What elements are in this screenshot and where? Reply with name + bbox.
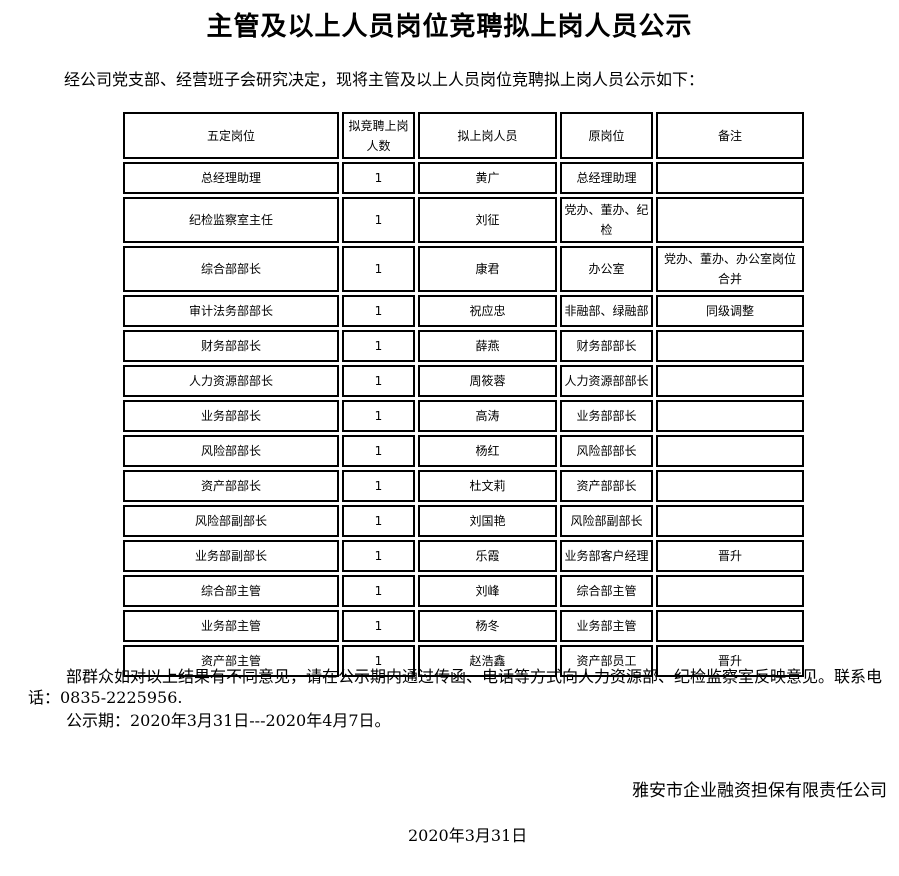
company-name: 雅安市企业融资担保有限责任公司 xyxy=(632,781,887,801)
header-cell: 原岗位 xyxy=(560,112,653,159)
table-cell: 晋升 xyxy=(656,645,804,677)
signature-date: 2020年3月31日 xyxy=(408,826,528,845)
table-cell xyxy=(656,162,804,194)
table-cell xyxy=(656,365,804,397)
table-cell xyxy=(656,505,804,537)
table-cell: 资产部员工 xyxy=(560,645,653,677)
table-row: 业务部部长 1 高涛 业务部部长 xyxy=(123,400,804,432)
table-cell: 风险部副部长 xyxy=(560,505,653,537)
page-title: 主管及以上人员岗位竞聘拟上岗人员公示 xyxy=(206,12,693,42)
table-cell: 纪检监察室主任 xyxy=(123,197,339,243)
table-row: 风险部副部长 1 刘国艳 风险部副部长 xyxy=(123,505,804,537)
table-cell: 综合部部长 xyxy=(123,246,339,292)
table-cell: 财务部部长 xyxy=(560,330,653,362)
header-cell: 备注 xyxy=(656,112,804,159)
table-cell: 同级调整 xyxy=(656,295,804,327)
table-row: 风险部部长 1 杨红 风险部部长 xyxy=(123,435,804,467)
table-cell: 乐霞 xyxy=(418,540,557,572)
table-cell: 晋升 xyxy=(656,540,804,572)
table-cell: 总经理助理 xyxy=(123,162,339,194)
table-cell xyxy=(656,435,804,467)
table-cell: 1 xyxy=(342,330,415,362)
table-cell: 1 xyxy=(342,645,415,677)
table-cell: 资产部部长 xyxy=(123,470,339,502)
table-cell: 业务部部长 xyxy=(560,400,653,432)
table-cell: 人力资源部部长 xyxy=(123,365,339,397)
table-cell: 1 xyxy=(342,610,415,642)
table-cell: 1 xyxy=(342,575,415,607)
table-cell: 1 xyxy=(342,400,415,432)
table-cell: 赵浩鑫 xyxy=(418,645,557,677)
table-cell: 1 xyxy=(342,470,415,502)
table-row: 财务部部长 1 薛燕 财务部部长 xyxy=(123,330,804,362)
notice-text: 部群众如对以上结果有不同意见，请在公示期内通过传函、电话等方式向人力资源部、纪检… xyxy=(28,667,883,707)
table-cell: 1 xyxy=(342,162,415,194)
table-row: 人力资源部部长 1 周筱蓉 人力资源部部长 xyxy=(123,365,804,397)
table-cell: 风险部部长 xyxy=(560,435,653,467)
table-cell: 综合部主管 xyxy=(560,575,653,607)
table-cell: 刘国艳 xyxy=(418,505,557,537)
table-row: 资产部部长 1 杜文莉 资产部部长 xyxy=(123,470,804,502)
table-cell: 综合部主管 xyxy=(123,575,339,607)
table-cell: 1 xyxy=(342,197,415,243)
table-row: 总经理助理 1 黄广 总经理助理 xyxy=(123,162,804,194)
table-row: 纪检监察室主任 1 刘征 党办、董办、纪检 xyxy=(123,197,804,243)
table-cell: 高涛 xyxy=(418,400,557,432)
table-cell: 刘峰 xyxy=(418,575,557,607)
header-cell: 拟竞聘上岗人数 xyxy=(342,112,415,159)
table-cell: 薛燕 xyxy=(418,330,557,362)
table-cell: 业务部主管 xyxy=(560,610,653,642)
header-cell: 拟上岗人员 xyxy=(418,112,557,159)
table-row: 业务部副部长 1 乐霞 业务部客户经理 晋升 xyxy=(123,540,804,572)
table-cell xyxy=(656,575,804,607)
table-cell xyxy=(656,197,804,243)
table-cell: 黄广 xyxy=(418,162,557,194)
header-cell: 五定岗位 xyxy=(123,112,339,159)
table-cell: 党办、董办、纪检 xyxy=(560,197,653,243)
table-row: 资产部主管 1 赵浩鑫 资产部员工 晋升 xyxy=(123,645,804,677)
table-cell: 风险部副部长 xyxy=(123,505,339,537)
period-text: 公示期：2020年3月31日---2020年4月7日。 xyxy=(66,711,391,730)
table-cell: 祝应忠 xyxy=(418,295,557,327)
appointment-table: 五定岗位 拟竞聘上岗人数 拟上岗人员 原岗位 备注 总经理助理 1 黄广 总经理助理纪… xyxy=(120,109,807,680)
table-cell: 风险部部长 xyxy=(123,435,339,467)
table-cell: 非融部、绿融部 xyxy=(560,295,653,327)
table-cell xyxy=(656,470,804,502)
table-cell: 业务部部长 xyxy=(123,400,339,432)
table-cell: 1 xyxy=(342,505,415,537)
intro-text: 经公司党支部、经营班子会研究决定，现将主管及以上人员岗位竞聘拟上岗人员公示如下： xyxy=(64,70,705,89)
table-cell: 杨冬 xyxy=(418,610,557,642)
table-cell: 党办、董办、办公室岗位合并 xyxy=(656,246,804,292)
table-cell: 杜文莉 xyxy=(418,470,557,502)
table-cell: 1 xyxy=(342,365,415,397)
table-cell: 审计法务部部长 xyxy=(123,295,339,327)
table-cell xyxy=(656,610,804,642)
table-header-row: 五定岗位 拟竞聘上岗人数 拟上岗人员 原岗位 备注 xyxy=(123,112,804,159)
table-cell: 资产部主管 xyxy=(123,645,339,677)
table-row: 综合部部长 1 康君 办公室 党办、董办、办公室岗位合并 xyxy=(123,246,804,292)
table-cell: 1 xyxy=(342,295,415,327)
table-cell: 资产部部长 xyxy=(560,470,653,502)
table-row: 审计法务部部长 1 祝应忠 非融部、绿融部 同级调整 xyxy=(123,295,804,327)
table-row: 业务部主管 1 杨冬 业务部主管 xyxy=(123,610,804,642)
table-cell: 1 xyxy=(342,246,415,292)
table-cell: 业务部副部长 xyxy=(123,540,339,572)
table-cell: 办公室 xyxy=(560,246,653,292)
table-row: 综合部主管 1 刘峰 综合部主管 xyxy=(123,575,804,607)
table-cell: 康君 xyxy=(418,246,557,292)
table-cell: 刘征 xyxy=(418,197,557,243)
table-cell: 业务部客户经理 xyxy=(560,540,653,572)
table-cell xyxy=(656,400,804,432)
table-cell: 人力资源部部长 xyxy=(560,365,653,397)
table-cell: 杨红 xyxy=(418,435,557,467)
table-cell: 财务部部长 xyxy=(123,330,339,362)
table-cell: 1 xyxy=(342,435,415,467)
table-cell xyxy=(656,330,804,362)
table-cell: 总经理助理 xyxy=(560,162,653,194)
table-cell: 周筱蓉 xyxy=(418,365,557,397)
table-cell: 业务部主管 xyxy=(123,610,339,642)
table-cell: 1 xyxy=(342,540,415,572)
